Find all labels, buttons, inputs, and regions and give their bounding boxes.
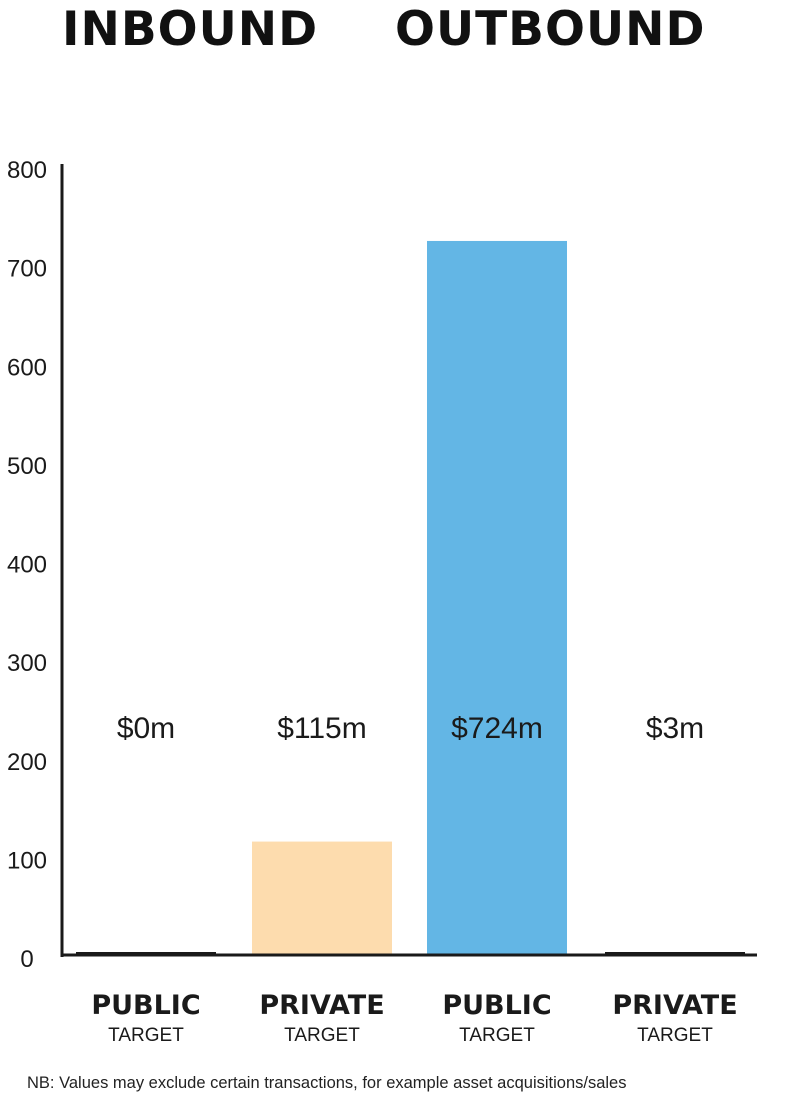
category-label-1: PUBLIC [91,990,200,1021]
y-tick-label-700: 700 [7,256,47,283]
category-sublabel-4: TARGET [637,1025,713,1046]
y-tick-label-0: 0 [20,946,33,973]
y-tick-label-500: 500 [7,453,47,480]
bar-chart: 0 100 200 300 400 500 600 700 800 $0m $115m $724m $3… [7,157,757,1046]
y-tick-label-400: 400 [7,552,47,579]
category-sublabel-2: TARGET [284,1025,360,1046]
y-tick-label-300: 300 [7,650,47,677]
category-sublabel-3: TARGET [459,1025,535,1046]
category-label-2: PRIVATE [259,990,384,1021]
bar-2 [252,841,392,955]
y-tick-label-100: 100 [7,847,47,874]
y-tick-label-800: 800 [7,157,47,184]
data-label-3: $724m [451,712,543,745]
y-tick-label-200: 200 [7,749,47,776]
y-tick-label-600: 600 [7,354,47,381]
data-label-1: $0m [117,712,175,745]
category-label-3: PUBLIC [442,990,551,1021]
data-label-4: $3m [646,712,704,745]
category-sublabel-1: TARGET [108,1025,184,1046]
data-label-2: $115m [277,712,367,745]
category-label-4: PRIVATE [612,990,737,1021]
inbound-heading: INBOUND [62,2,319,57]
bar-3 [427,240,567,955]
footnote: NB: Values may exclude certain transacti… [27,1074,627,1092]
outbound-heading: OUTBOUND [395,2,706,57]
